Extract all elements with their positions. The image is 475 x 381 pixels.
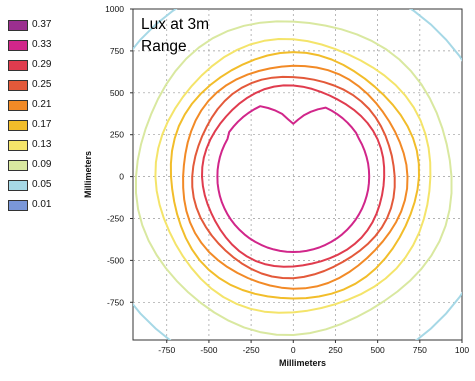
contour-line-corner bbox=[415, 291, 462, 340]
legend-swatch bbox=[8, 40, 28, 51]
chart-title: Range bbox=[141, 38, 187, 55]
legend-item: 0.01 bbox=[8, 199, 68, 220]
legend-item: 0.37 bbox=[8, 19, 68, 40]
x-tick-label: -250 bbox=[243, 345, 260, 355]
legend-label: 0.21 bbox=[32, 99, 52, 110]
x-axis-title: Millimeters bbox=[279, 358, 326, 368]
legend-label: 0.17 bbox=[32, 119, 52, 130]
chart-legend: 0.37 0.33 0.29 0.25 0.21 0.17 0.13 0.09 … bbox=[8, 19, 68, 220]
legend-swatch bbox=[8, 140, 28, 151]
contour-line bbox=[216, 105, 371, 253]
legend-item: 0.13 bbox=[8, 139, 68, 160]
y-tick-label: 0 bbox=[119, 172, 124, 182]
contour-line-corner bbox=[409, 9, 462, 62]
chart-title: Lux at 3m bbox=[141, 16, 209, 33]
y-tick-label: 750 bbox=[110, 46, 124, 56]
legend-label: 0.29 bbox=[32, 59, 52, 70]
legend-label: 0.33 bbox=[32, 39, 52, 50]
y-tick-label: 1000 bbox=[105, 4, 124, 14]
legend-item: 0.05 bbox=[8, 179, 68, 200]
legend-swatch bbox=[8, 180, 28, 191]
x-axis: -750 -500 -250 0 250 500 750 100 bbox=[158, 340, 469, 355]
legend-swatch bbox=[8, 200, 28, 211]
y-tick-label: -250 bbox=[107, 213, 124, 223]
legend-swatch bbox=[8, 120, 28, 131]
legend-swatch bbox=[8, 60, 28, 71]
contour-lines bbox=[133, 9, 462, 340]
y-axis-title: Millimeters bbox=[83, 151, 93, 198]
x-tick-label: -500 bbox=[200, 345, 217, 355]
legend-item: 0.33 bbox=[8, 39, 68, 60]
legend-swatch bbox=[8, 160, 28, 171]
x-tick-label: 100 bbox=[455, 345, 469, 355]
x-tick-label: 500 bbox=[371, 345, 385, 355]
y-tick-label: -750 bbox=[107, 297, 124, 307]
legend-item: 0.25 bbox=[8, 79, 68, 100]
legend-swatch bbox=[8, 100, 28, 111]
legend-swatch bbox=[8, 20, 28, 31]
legend-item: 0.17 bbox=[8, 119, 68, 140]
legend-label: 0.01 bbox=[32, 199, 52, 210]
legend-label: 0.37 bbox=[32, 19, 52, 30]
legend-item: 0.29 bbox=[8, 59, 68, 80]
y-tick-label: -500 bbox=[107, 255, 124, 265]
legend-label: 0.05 bbox=[32, 179, 52, 190]
contour-line bbox=[135, 20, 453, 336]
y-tick-label: 250 bbox=[110, 130, 124, 140]
y-tick-label: 500 bbox=[110, 88, 124, 98]
x-tick-label: -750 bbox=[158, 345, 175, 355]
contour-line bbox=[182, 64, 409, 290]
legend-label: 0.25 bbox=[32, 79, 52, 90]
legend-item: 0.21 bbox=[8, 99, 68, 120]
legend-swatch bbox=[8, 80, 28, 91]
contour-line-corner bbox=[133, 302, 172, 340]
legend-label: 0.13 bbox=[32, 139, 52, 150]
contour-line bbox=[191, 75, 396, 280]
x-tick-label: 250 bbox=[328, 345, 342, 355]
legend-item: 0.09 bbox=[8, 159, 68, 180]
contour-line bbox=[169, 51, 420, 300]
contour-line bbox=[201, 84, 386, 268]
contour-line-corner bbox=[133, 9, 178, 51]
x-tick-label: 750 bbox=[413, 345, 427, 355]
x-tick-label: 0 bbox=[291, 345, 296, 355]
legend-label: 0.09 bbox=[32, 159, 52, 170]
contour-line bbox=[154, 38, 432, 314]
y-axis: 1000 750 500 250 0 -250 -500 -750 bbox=[105, 4, 133, 307]
